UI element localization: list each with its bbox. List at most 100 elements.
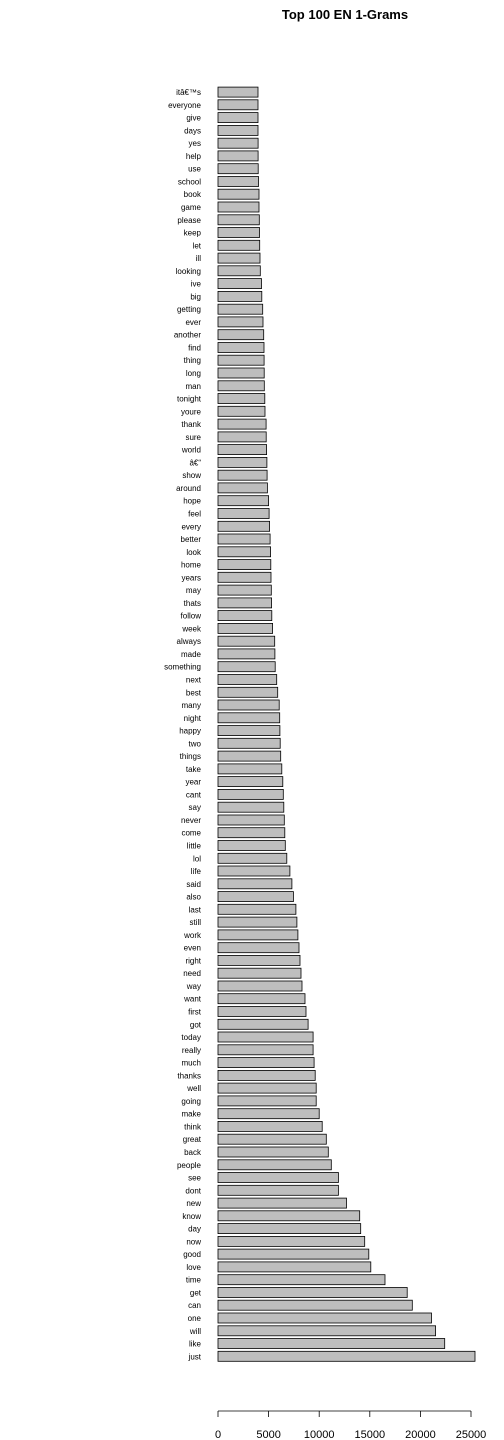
bar-6 (218, 164, 258, 174)
bar-1 (218, 100, 258, 110)
bar-95 (218, 1300, 412, 1310)
category-label: everyone (168, 101, 201, 110)
bar-80 (218, 1109, 319, 1119)
category-label: ever (185, 318, 201, 327)
category-label: got (190, 1020, 202, 1029)
bar-46 (218, 675, 277, 685)
bar-71 (218, 994, 305, 1004)
bar-72 (218, 1007, 306, 1017)
category-labels-group: itâ€™severyonegivedaysyeshelpuseschoolbo… (164, 88, 202, 1361)
bar-60 (218, 853, 287, 863)
category-label: book (184, 190, 202, 199)
category-label: may (186, 586, 201, 595)
bars-group (218, 87, 475, 1361)
category-label: use (188, 165, 201, 174)
bar-98 (218, 1339, 445, 1349)
bar-92 (218, 1262, 371, 1272)
bar-21 (218, 355, 264, 365)
bar-82 (218, 1134, 326, 1144)
bar-24 (218, 394, 265, 404)
bar-28 (218, 445, 267, 455)
category-label: much (181, 1059, 201, 1068)
bar-81 (218, 1121, 322, 1131)
category-label: going (181, 1097, 201, 1106)
chart-title: Top 100 EN 1-Grams (282, 7, 408, 22)
category-label: today (181, 1033, 201, 1042)
category-label: thank (181, 420, 202, 429)
category-label: really (182, 1046, 201, 1055)
category-label: better (181, 535, 202, 544)
bar-23 (218, 381, 264, 391)
category-label: people (177, 1161, 202, 1170)
bar-91 (218, 1249, 369, 1259)
bar-12 (218, 240, 260, 250)
bar-53 (218, 764, 282, 774)
bar-45 (218, 662, 275, 672)
category-label: every (181, 522, 201, 531)
bar-33 (218, 509, 269, 519)
bar-64 (218, 904, 296, 914)
bar-62 (218, 879, 292, 889)
bar-20 (218, 343, 264, 353)
bar-88 (218, 1211, 360, 1221)
category-label: youre (181, 407, 202, 416)
category-label: take (186, 765, 202, 774)
category-label: thing (184, 356, 201, 365)
bar-78 (218, 1083, 316, 1093)
bar-16 (218, 291, 262, 301)
category-label: want (183, 995, 202, 1004)
category-label: always (177, 637, 201, 646)
x-tick-label: 15000 (355, 1429, 386, 1440)
category-label: things (180, 752, 201, 761)
category-label: game (181, 203, 202, 212)
category-label: two (189, 739, 202, 748)
bar-56 (218, 802, 284, 812)
category-label: life (191, 867, 202, 876)
x-tick-label: 0 (215, 1429, 221, 1440)
bar-31 (218, 483, 267, 493)
category-label: happy (179, 727, 201, 736)
category-label: say (189, 803, 201, 812)
bar-9 (218, 202, 259, 212)
bar-37 (218, 560, 271, 570)
category-label: even (184, 944, 201, 953)
bar-47 (218, 687, 278, 697)
bar-93 (218, 1275, 385, 1285)
bar-13 (218, 253, 260, 263)
category-label: â€“ (189, 458, 201, 467)
bar-85 (218, 1173, 338, 1183)
bar-0 (218, 87, 258, 97)
category-label: well (186, 1084, 201, 1093)
bar-41 (218, 611, 272, 621)
bar-67 (218, 943, 299, 953)
bar-42 (218, 623, 273, 633)
bar-66 (218, 930, 298, 940)
category-label: follow (181, 612, 202, 621)
category-label: something (164, 663, 201, 672)
category-label: look (186, 548, 202, 557)
category-label: year (185, 778, 201, 787)
category-label: way (186, 982, 201, 991)
category-label: lol (193, 854, 201, 863)
bar-73 (218, 1019, 308, 1029)
category-label: can (188, 1301, 201, 1310)
category-label: still (189, 918, 201, 927)
category-label: make (181, 1110, 201, 1119)
bar-35 (218, 534, 270, 544)
x-tick-label: 5000 (256, 1429, 280, 1440)
bar-79 (218, 1096, 316, 1106)
bar-22 (218, 368, 264, 378)
category-label: keep (184, 229, 202, 238)
bar-4 (218, 138, 258, 148)
x-tick-label: 25000 (456, 1429, 487, 1440)
bar-29 (218, 457, 267, 467)
category-label: love (186, 1263, 201, 1272)
category-label: day (188, 1225, 201, 1234)
category-label: give (186, 114, 201, 123)
category-label: last (189, 905, 202, 914)
bar-55 (218, 789, 283, 799)
category-label: good (183, 1250, 201, 1259)
category-label: thanks (177, 1071, 201, 1080)
bar-63 (218, 892, 293, 902)
